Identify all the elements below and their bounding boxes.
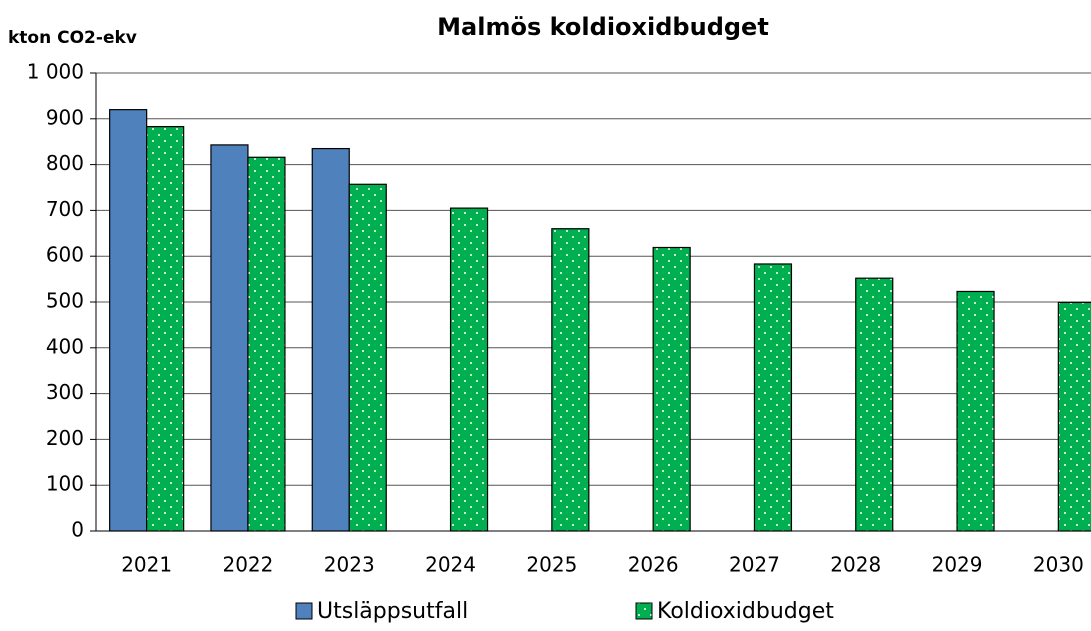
x-tick-label: 2022 <box>222 553 273 577</box>
bar <box>753 263 793 532</box>
bar <box>146 125 185 532</box>
x-tick-label: 2021 <box>121 553 172 577</box>
bar <box>449 207 489 532</box>
bar <box>652 246 691 532</box>
bar <box>956 290 995 532</box>
legend-swatch <box>635 602 653 620</box>
y-tick-label: 200 <box>46 426 84 450</box>
y-tick-label: 800 <box>46 151 84 175</box>
bar <box>247 156 286 532</box>
x-tick-label: 2023 <box>324 553 375 577</box>
legend-label: Utsläppsutfall <box>317 599 468 624</box>
y-tick-label: 300 <box>46 380 84 404</box>
x-tick-label: 2028 <box>830 553 881 577</box>
x-tick-label: 2024 <box>425 553 476 577</box>
bar <box>855 277 894 532</box>
y-tick-label: 1 000 <box>27 60 84 84</box>
y-tick-label: 500 <box>46 289 84 313</box>
bar <box>1057 301 1091 532</box>
x-tick-label: 2029 <box>932 553 983 577</box>
chart-title: Malmös koldioxidbudget <box>437 13 769 41</box>
y-tick-label: 900 <box>46 105 84 129</box>
y-axis-label: kton CO2-ekv <box>8 28 137 48</box>
x-tick-label: 2030 <box>1033 553 1084 577</box>
y-tick-label: 0 <box>71 518 84 542</box>
x-tick-label: 2027 <box>729 553 780 577</box>
x-tick-label: 2026 <box>628 553 679 577</box>
y-tick-label: 100 <box>46 472 84 496</box>
y-tick-label: 400 <box>46 334 84 358</box>
y-tick-label: 600 <box>46 243 84 267</box>
legend-label: Koldioxidbudget <box>657 599 834 624</box>
bar <box>210 144 249 532</box>
legend-swatch <box>295 602 313 620</box>
y-tick-label: 700 <box>46 197 84 221</box>
bar <box>551 228 590 532</box>
bar <box>348 183 387 532</box>
bar <box>311 147 350 532</box>
bar <box>109 109 148 532</box>
x-tick-label: 2025 <box>526 553 577 577</box>
